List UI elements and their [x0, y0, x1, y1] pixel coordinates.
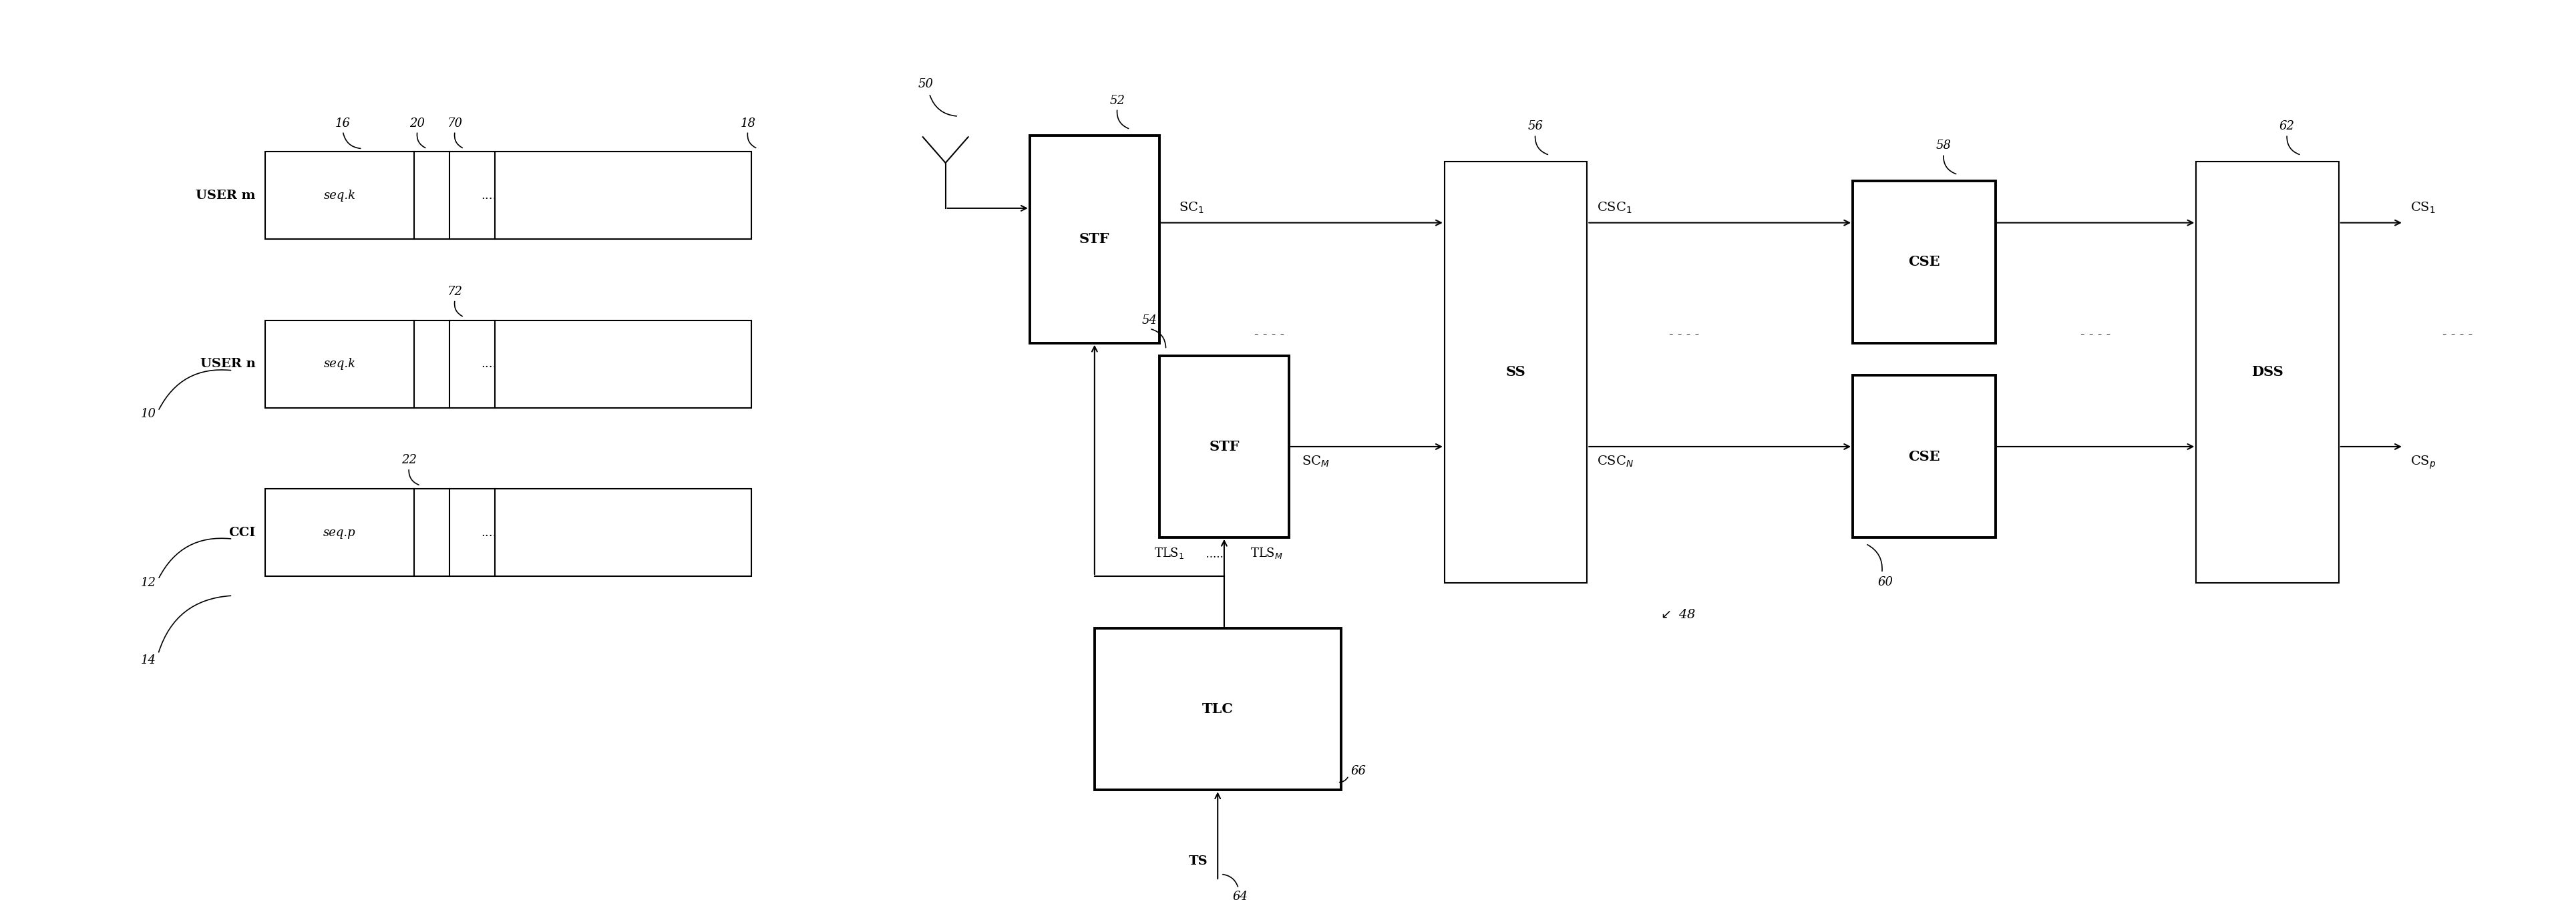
Text: 58: 58 [1935, 140, 1950, 152]
Text: 56: 56 [1528, 121, 1543, 132]
Text: CSC$_N$: CSC$_N$ [1597, 454, 1633, 469]
Text: 22: 22 [402, 454, 417, 466]
Text: 64: 64 [1234, 890, 1247, 900]
Text: SC$_1$: SC$_1$ [1180, 201, 1203, 215]
Text: CS$_p$: CS$_p$ [2411, 454, 2437, 471]
Text: SS: SS [1507, 365, 1525, 379]
Text: ....: .... [482, 358, 497, 370]
Text: $\swarrow$ 48: $\swarrow$ 48 [1659, 609, 1695, 621]
Bar [265, 152, 752, 239]
Text: STF: STF [1208, 440, 1239, 454]
Bar [1852, 375, 1996, 537]
Text: 54: 54 [1141, 315, 1157, 327]
Bar [1159, 356, 1288, 537]
Text: 12: 12 [142, 577, 157, 589]
Text: DSS: DSS [2251, 365, 2282, 379]
Bar [1030, 136, 1159, 343]
Text: 10: 10 [142, 409, 157, 420]
Text: ....: .... [482, 190, 497, 202]
Text: .....: ..... [1198, 549, 1231, 560]
Text: TS: TS [1190, 855, 1208, 868]
Text: STF: STF [1079, 233, 1110, 246]
Text: 20: 20 [410, 117, 425, 130]
Bar [1095, 628, 1342, 790]
Text: - - - -: - - - - [1255, 328, 1285, 341]
Text: 52: 52 [1110, 94, 1126, 106]
Text: seq.k: seq.k [325, 190, 355, 202]
Text: 18: 18 [739, 117, 755, 130]
Text: seq.k: seq.k [325, 358, 355, 370]
Text: seq.p: seq.p [325, 526, 355, 538]
Text: 62: 62 [2280, 121, 2295, 132]
Text: USER m: USER m [196, 190, 255, 202]
Text: CSE: CSE [1909, 256, 1940, 269]
Text: - - - -: - - - - [2442, 328, 2473, 341]
Text: 50: 50 [920, 78, 933, 90]
Bar [1445, 162, 1587, 582]
Text: 72: 72 [448, 285, 464, 298]
Text: CSC$_1$: CSC$_1$ [1597, 201, 1633, 215]
Text: - - - -: - - - - [1669, 328, 1700, 341]
Text: SC$_M$: SC$_M$ [1301, 454, 1329, 469]
Text: CCI: CCI [229, 526, 255, 538]
Text: CS$_1$: CS$_1$ [2411, 201, 2434, 215]
Text: - - - -: - - - - [2081, 328, 2110, 341]
Text: 66: 66 [1350, 765, 1365, 777]
Text: TLS$_M$: TLS$_M$ [1249, 546, 1283, 560]
Text: 70: 70 [448, 117, 464, 130]
Text: 60: 60 [1878, 576, 1893, 589]
Text: 16: 16 [335, 117, 350, 130]
Text: TLC: TLC [1203, 702, 1234, 716]
Bar [1852, 181, 1996, 343]
Text: USER n: USER n [201, 358, 255, 370]
Bar [265, 320, 752, 408]
Text: CSE: CSE [1909, 450, 1940, 463]
Bar [265, 489, 752, 576]
Bar [2197, 162, 2339, 582]
Text: ....: .... [482, 526, 497, 538]
Text: TLS$_1$: TLS$_1$ [1154, 546, 1185, 560]
Text: 14: 14 [142, 654, 157, 666]
